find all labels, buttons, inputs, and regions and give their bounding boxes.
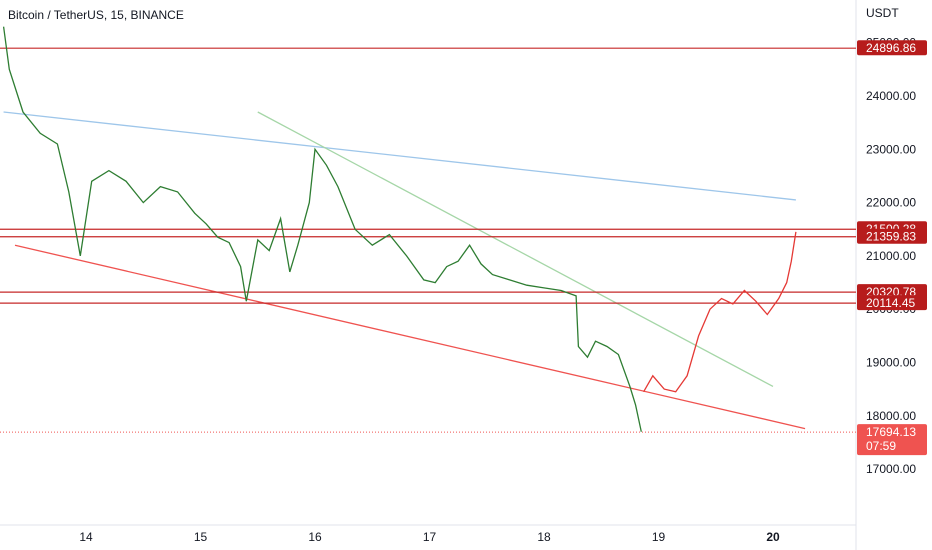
y-tick-label: 17000.00 [866,462,916,476]
x-tick-label: 18 [537,530,551,544]
candle-countdown-text: 07:59 [866,439,896,453]
x-tick-label: 14 [79,530,93,544]
last-price-badge-text: 17694.13 [866,425,916,439]
projection-path [643,231,797,393]
price-axis-currency: USDT [866,6,899,20]
y-tick-label: 23000.00 [866,142,916,156]
level-badge-1-text: 24896.86 [866,41,916,55]
level-badge-1 [857,40,927,56]
level-badge-5 [857,295,927,311]
level-badge-5-text: 20114.45 [866,296,915,310]
trendline-2[interactable] [257,111,774,388]
y-tick-label: 19000.00 [866,356,916,370]
x-tick-label: 20 [766,530,780,544]
x-tick-label: 17 [423,530,437,544]
level-badge-3-text: 21359.83 [866,230,916,244]
trendline-1[interactable] [3,111,796,201]
price-series-line [2,26,642,432]
trendline-3[interactable] [14,244,806,430]
x-tick-label: 19 [652,530,666,544]
x-tick-label: 16 [308,530,322,544]
y-tick-label: 21000.00 [866,249,916,263]
last-price-badge [857,424,927,456]
x-tick-label: 15 [194,530,208,544]
y-tick-label: 22000.00 [866,196,916,210]
y-tick-label: 18000.00 [866,409,916,423]
chart-title: Bitcoin / TetherUS, 15, BINANCE [8,8,184,22]
y-tick-label: 24000.00 [866,89,916,103]
level-badge-3 [857,228,927,244]
